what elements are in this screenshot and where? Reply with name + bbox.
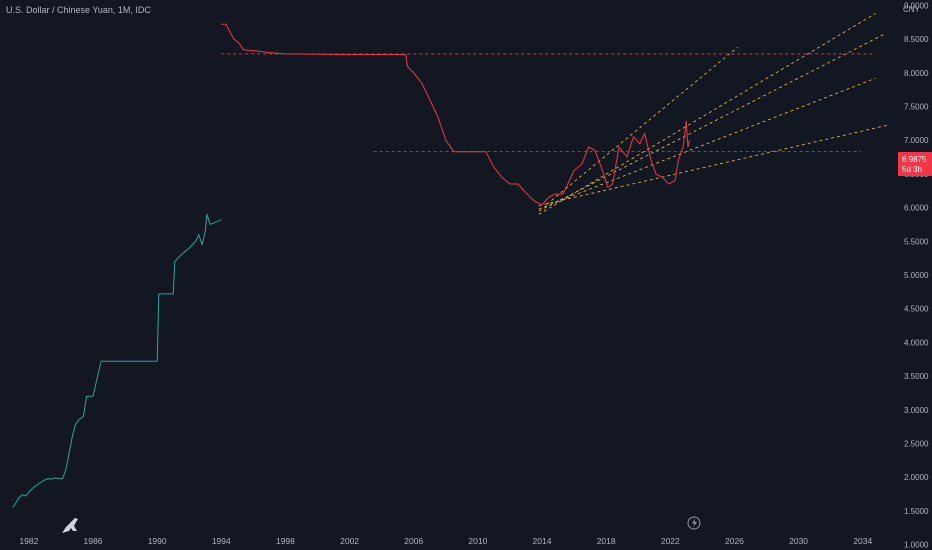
- x-tick-label: 1998: [276, 536, 295, 546]
- x-tick-label: 1990: [148, 536, 167, 546]
- symbol-title[interactable]: U.S. Dollar / Chinese Yuan, 1M, IDC: [6, 5, 151, 15]
- last-price-tag: 6.9875 5d 3h: [898, 152, 932, 176]
- x-tick-label: 1986: [84, 536, 103, 546]
- y-tick-label: 5.5000: [904, 237, 929, 246]
- trend-line: [538, 13, 876, 215]
- x-tick-label: 2034: [853, 536, 872, 546]
- y-tick-label: 8.5000: [904, 35, 929, 44]
- x-tick-label: 2022: [661, 536, 680, 546]
- time-axis[interactable]: 1982 1986 1990 1994 1998 2002 2006 2010 2014 2018…: [19, 536, 872, 546]
- countdown-label: 5d 3h: [902, 165, 922, 174]
- currency-label: CNY: [903, 5, 920, 14]
- x-tick-label: 2030: [789, 536, 808, 546]
- y-tick-label: 3.5000: [904, 372, 929, 381]
- trend-line: [538, 33, 886, 212]
- y-tick-label: 2.0000: [904, 473, 929, 482]
- y-tick-label: 9.0000: [904, 1, 929, 10]
- x-tick-label: 2014: [533, 536, 552, 546]
- price-series-line: [12, 213, 222, 508]
- x-tick-label: 2002: [340, 536, 359, 546]
- y-tick-label: 6.0000: [904, 204, 929, 213]
- y-tick-label: 8.0000: [904, 69, 929, 78]
- x-tick-label: 1982: [19, 536, 38, 546]
- x-tick-label: 2010: [468, 536, 487, 546]
- y-tick-label: 1.0000: [904, 541, 929, 550]
- y-tick-label: 3.0000: [904, 406, 929, 415]
- y-tick-label: 7.0000: [904, 136, 929, 145]
- lightning-icon[interactable]: [687, 516, 701, 530]
- x-tick-label: 2018: [597, 536, 616, 546]
- y-tick-label: 4.0000: [904, 338, 929, 347]
- trend-line: [546, 46, 738, 205]
- y-tick-label: 7.5000: [904, 102, 929, 111]
- x-tick-label: 2026: [725, 536, 744, 546]
- y-tick-label: 2.5000: [904, 440, 929, 449]
- horizontal-lines-layer: [221, 53, 873, 153]
- trend-lines-layer: [538, 13, 887, 215]
- price-axis[interactable]: 9.00008.50008.00007.50007.00006.50006.00…: [904, 1, 929, 549]
- trend-line: [538, 124, 887, 206]
- series-layer: [12, 23, 690, 508]
- tradingview-logo-icon[interactable]: [62, 518, 78, 533]
- trend-line: [538, 77, 876, 210]
- y-tick-label: 5.0000: [904, 271, 929, 280]
- price-series-line: [221, 23, 690, 206]
- y-tick-label: 4.5000: [904, 305, 929, 314]
- x-tick-label: 1994: [212, 536, 231, 546]
- y-tick-label: 1.5000: [904, 507, 929, 516]
- x-tick-label: 2006: [404, 536, 423, 546]
- last-price-value: 6.9875: [902, 155, 927, 164]
